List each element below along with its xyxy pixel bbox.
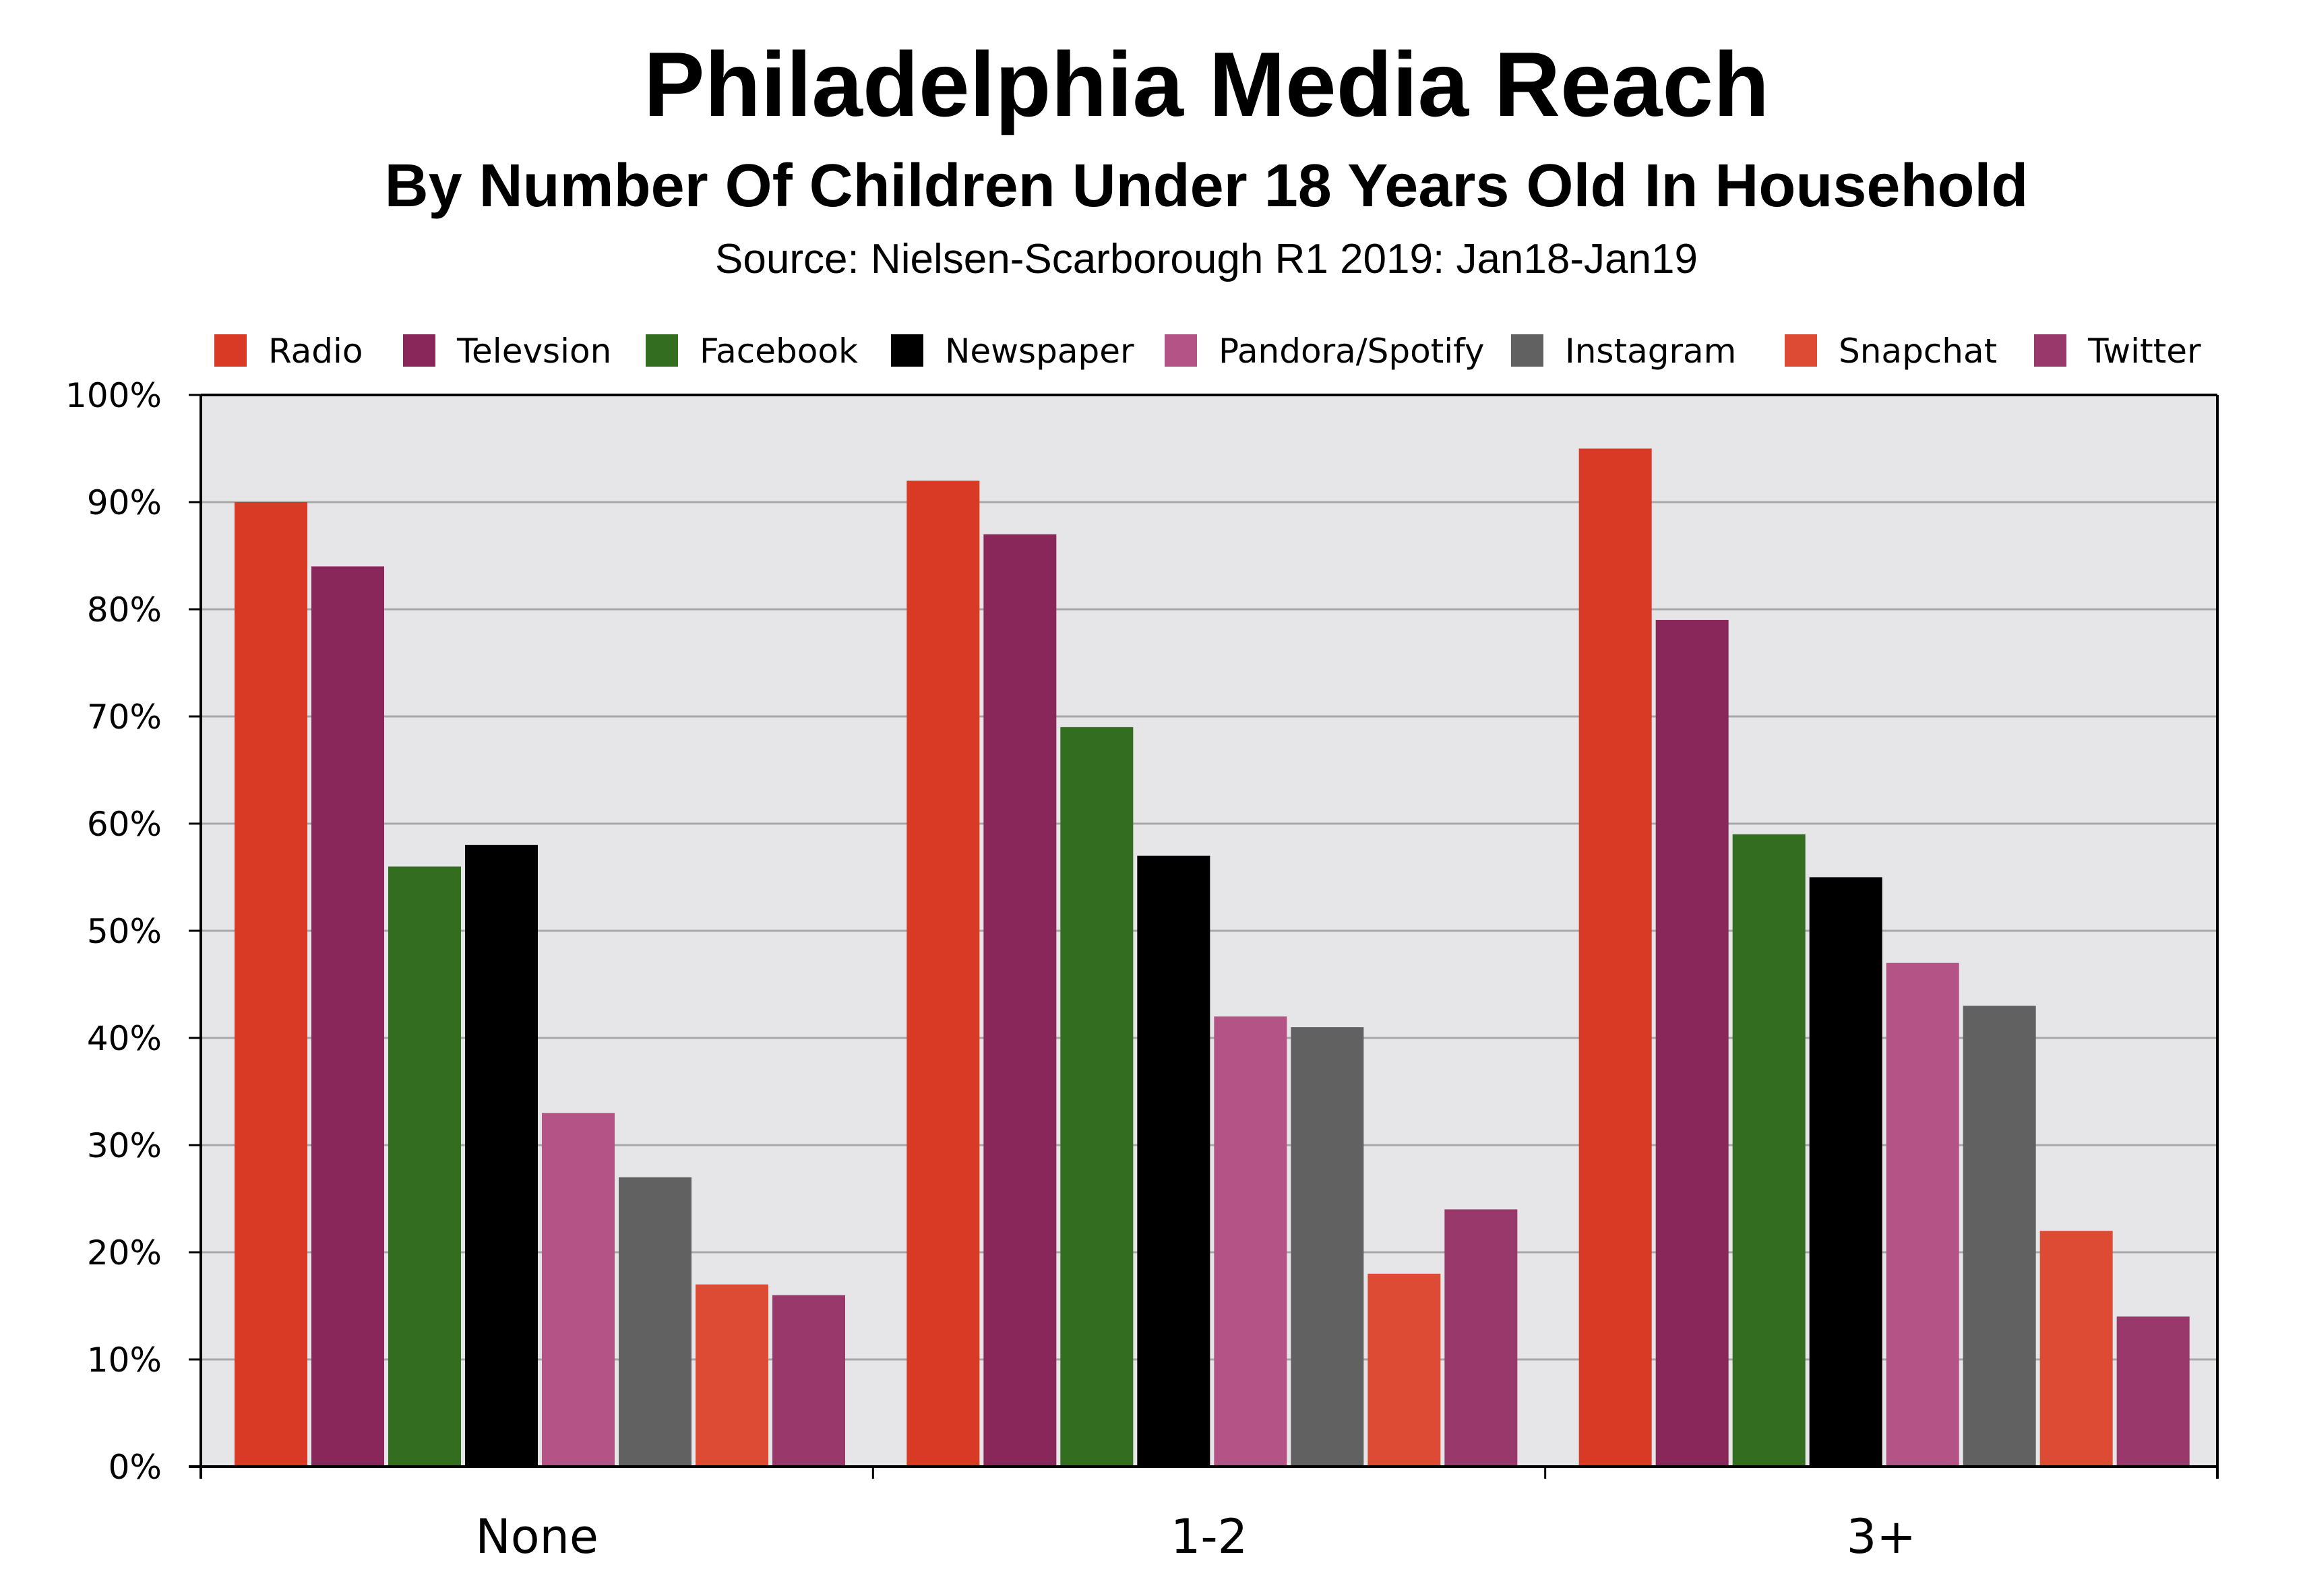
legend-swatch bbox=[1785, 334, 1817, 367]
y-tick-label: 80% bbox=[87, 590, 162, 630]
bar-snapchat-3- bbox=[2039, 1231, 2113, 1467]
legend-swatch bbox=[1511, 334, 1543, 367]
legend-label: Instagram bbox=[1565, 332, 1736, 371]
bar-radio-1-2 bbox=[906, 481, 980, 1467]
y-tick-label: 40% bbox=[87, 1019, 162, 1058]
bar-newspaper-1-2 bbox=[1137, 855, 1210, 1467]
x-tick-label: 3+ bbox=[1847, 1509, 1916, 1564]
chart-title: Philadelphia Media Reach bbox=[644, 33, 1769, 135]
legend-swatch bbox=[891, 334, 923, 367]
bar-televsion-1-2 bbox=[983, 534, 1057, 1467]
y-axis-ticks: 0% 10% 20% 30% 40% 50% 60% 70% 80% 90% 100% bbox=[65, 376, 162, 1487]
y-tick-label: 10% bbox=[87, 1341, 162, 1380]
x-tick-label: 1-2 bbox=[1171, 1509, 1248, 1564]
bar-pandora-spotify-none bbox=[542, 1113, 615, 1467]
axes bbox=[189, 394, 2219, 1479]
chart-source: Source: Nielsen-Scarborough R1 2019: Jan… bbox=[715, 236, 1698, 282]
bar-facebook-none bbox=[388, 866, 461, 1467]
legend-label: Radio bbox=[268, 332, 363, 371]
bar-newspaper-3- bbox=[1809, 877, 1882, 1467]
legend-label: Televsion bbox=[456, 332, 611, 371]
legend-label: Newspaper bbox=[945, 332, 1134, 371]
legend-label: Twitter bbox=[2087, 332, 2201, 371]
bar-twitter-1-2 bbox=[1444, 1209, 1518, 1467]
bar-radio-none bbox=[235, 502, 307, 1467]
legend-label: Pandora/Spotify bbox=[1219, 332, 1484, 371]
bar-instagram-1-2 bbox=[1291, 1027, 1364, 1467]
y-tick-label: 30% bbox=[87, 1126, 162, 1165]
bar-facebook-3- bbox=[1732, 834, 1806, 1467]
legend-swatch bbox=[214, 334, 247, 367]
bar-televsion-none bbox=[311, 566, 384, 1467]
legend-swatch bbox=[2034, 334, 2066, 367]
bar-snapchat-none bbox=[696, 1284, 768, 1467]
y-tick-label: 20% bbox=[87, 1233, 162, 1272]
legend-swatch bbox=[646, 334, 678, 367]
bar-instagram-3- bbox=[1963, 1006, 2036, 1467]
bar-twitter-3- bbox=[2116, 1316, 2190, 1467]
y-tick-label: 60% bbox=[87, 805, 162, 844]
bars bbox=[235, 448, 2190, 1467]
y-tick-label: 70% bbox=[87, 698, 162, 737]
bar-pandora-spotify-3- bbox=[1886, 962, 1959, 1467]
bar-televsion-3- bbox=[1655, 619, 1729, 1467]
y-tick-label: 100% bbox=[65, 376, 162, 415]
bar-newspaper-none bbox=[465, 845, 538, 1467]
x-axis-ticks: None 1-2 3+ bbox=[475, 1509, 1916, 1564]
legend-label: Facebook bbox=[700, 332, 858, 371]
bar-facebook-1-2 bbox=[1060, 727, 1134, 1467]
y-tick-label: 50% bbox=[87, 912, 162, 951]
legend-swatch bbox=[403, 334, 435, 367]
legend: Radio Televsion Facebook Newspaper Pandora/S… bbox=[214, 332, 2201, 371]
y-tick-label: 0% bbox=[109, 1448, 162, 1487]
chart-subtitle: By Number Of Children Under 18 Years Old… bbox=[385, 152, 2029, 220]
bar-radio-3- bbox=[1578, 448, 1652, 1467]
bar-twitter-none bbox=[772, 1295, 845, 1467]
legend-swatch bbox=[1165, 334, 1197, 367]
bar-pandora-spotify-1-2 bbox=[1214, 1016, 1287, 1467]
bar-snapchat-1-2 bbox=[1367, 1273, 1441, 1467]
x-tick-label: None bbox=[475, 1509, 598, 1564]
y-tick-label: 90% bbox=[87, 483, 162, 522]
bar-instagram-none bbox=[619, 1177, 692, 1467]
legend-label: Snapchat bbox=[1839, 332, 1997, 371]
